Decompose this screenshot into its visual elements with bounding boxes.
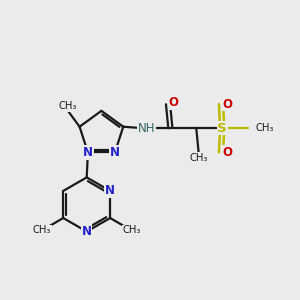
Text: S: S: [218, 122, 227, 135]
Text: O: O: [222, 98, 232, 110]
Text: N: N: [105, 184, 115, 197]
Text: O: O: [222, 146, 232, 159]
Text: CH₃: CH₃: [256, 123, 274, 133]
Text: CH₃: CH₃: [33, 225, 51, 236]
Text: CH₃: CH₃: [122, 225, 140, 236]
Text: CH₃: CH₃: [189, 153, 208, 163]
Text: N: N: [82, 225, 92, 238]
Text: NH: NH: [137, 122, 155, 135]
Text: N: N: [83, 146, 93, 159]
Text: O: O: [168, 96, 178, 109]
Text: N: N: [110, 146, 120, 159]
Text: CH₃: CH₃: [58, 101, 76, 111]
